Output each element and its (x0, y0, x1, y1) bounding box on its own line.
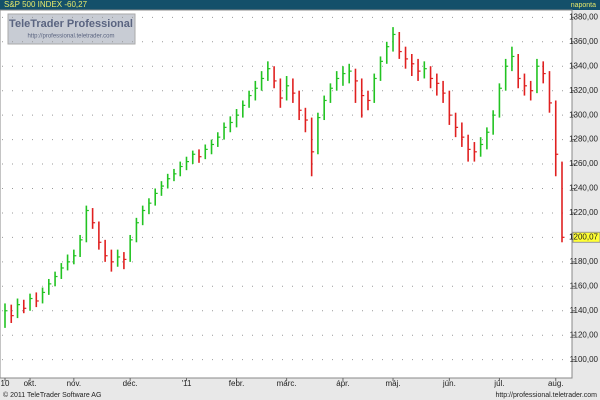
x-tick-label: febr. (229, 379, 245, 388)
last-price-box (572, 231, 600, 243)
plot-area (0, 9, 573, 379)
x-tick-label: okt. (24, 379, 37, 388)
x-tick-label: aug. (548, 379, 564, 388)
y-tick-label: 1100,00 (570, 355, 599, 364)
y-tick-label: 1120,00 (570, 330, 599, 339)
header-bar (0, 0, 600, 10)
y-tick-label: 1140,00 (570, 306, 599, 315)
logo-url: http://professional.teletrader.com (27, 34, 114, 40)
y-tick-label: 1340,00 (569, 61, 598, 70)
y-tick-label: 1180,00 (570, 257, 599, 266)
logo-box (7, 13, 136, 45)
y-tick-label: 1220,00 (569, 208, 598, 217)
x-tick-label: 10 (1, 379, 10, 388)
x-tick-label: márc. (277, 379, 297, 388)
y-tick-label: 1260,00 (569, 159, 598, 168)
x-tick-label: '11 (182, 379, 192, 388)
x-tick-label: nov. (67, 379, 82, 388)
logo: TeleTrader Professional (9, 18, 133, 30)
period: naponta (571, 2, 596, 9)
last-price-label: 1200,07 (569, 232, 598, 241)
x-tick-label: ápr. (336, 379, 349, 388)
y-tick-label: 1300,00 (569, 110, 598, 119)
x-tick-label: dec. (123, 379, 138, 388)
y-tick-label: 1280,00 (569, 135, 598, 144)
y-tick-label: 1380,00 (569, 12, 598, 21)
y-tick-label: 1240,00 (569, 184, 598, 193)
y-tick-label: 1160,00 (570, 281, 599, 290)
chart-title: S&P 500 INDEX -60,27 (4, 0, 88, 9)
y-tick-label: 1360,00 (569, 37, 598, 46)
y-tick-label: 1320,00 (569, 86, 598, 95)
x-tick-label: júl. (493, 379, 504, 388)
footer-left: © 2011 TeleTrader Software AG (3, 391, 101, 399)
x-tick-label: jún. (442, 379, 456, 388)
footer-right: http://professional.teletrader.com (495, 392, 597, 399)
x-tick-label: máj. (385, 379, 400, 388)
